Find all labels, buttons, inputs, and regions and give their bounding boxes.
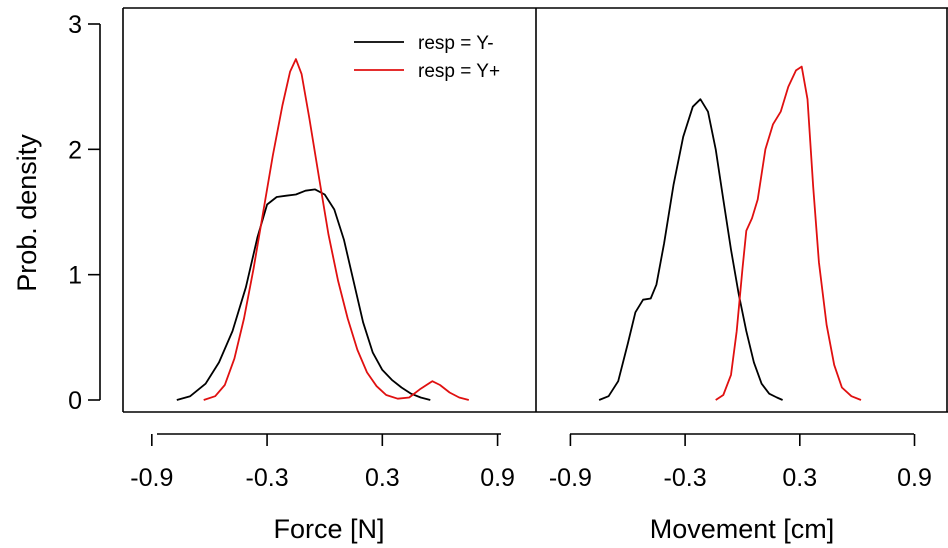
x-tick-label: 0.9 [480,464,515,492]
x-tick-label: -0.9 [549,464,592,492]
x-tick-label: -0.3 [246,464,289,492]
x-tick-label: -0.3 [664,464,707,492]
series-layer [176,58,862,401]
series-line-force-y-plus [203,58,470,401]
x-tick-label: 0.3 [782,464,817,492]
y-tick-label: 0 [68,387,82,415]
y-tick-label: 3 [68,11,82,39]
x-axis-left-title: Force [N] [273,514,384,544]
x-axis-right: -0.9 -0.3 0.3 0.9 [549,433,932,492]
x-tick-label: 0.3 [365,464,400,492]
legend-label-y-minus: resp = Y- [418,33,494,54]
x-tick-label: 0.9 [897,464,932,492]
x-axis-left: -0.9 -0.3 0.3 0.9 [130,433,515,492]
legend-label-y-plus: resp = Y+ [418,61,500,82]
legend: resp = Y- resp = Y+ [354,33,500,82]
series-line-movement-y-minus [598,98,783,401]
y-tick-label: 2 [68,136,82,164]
y-axis-title: Prob. density [12,134,42,292]
y-ticks: 0 1 2 3 [68,11,100,415]
x-tick-label: -0.9 [130,464,173,492]
y-axis: 0 1 2 3 Prob. density [12,11,101,415]
series-line-force-y-minus [176,188,431,401]
series-line-movement-y-plus [715,65,862,401]
y-tick-label: 1 [68,262,82,290]
x-axis-right-title: Movement [cm] [650,514,835,544]
